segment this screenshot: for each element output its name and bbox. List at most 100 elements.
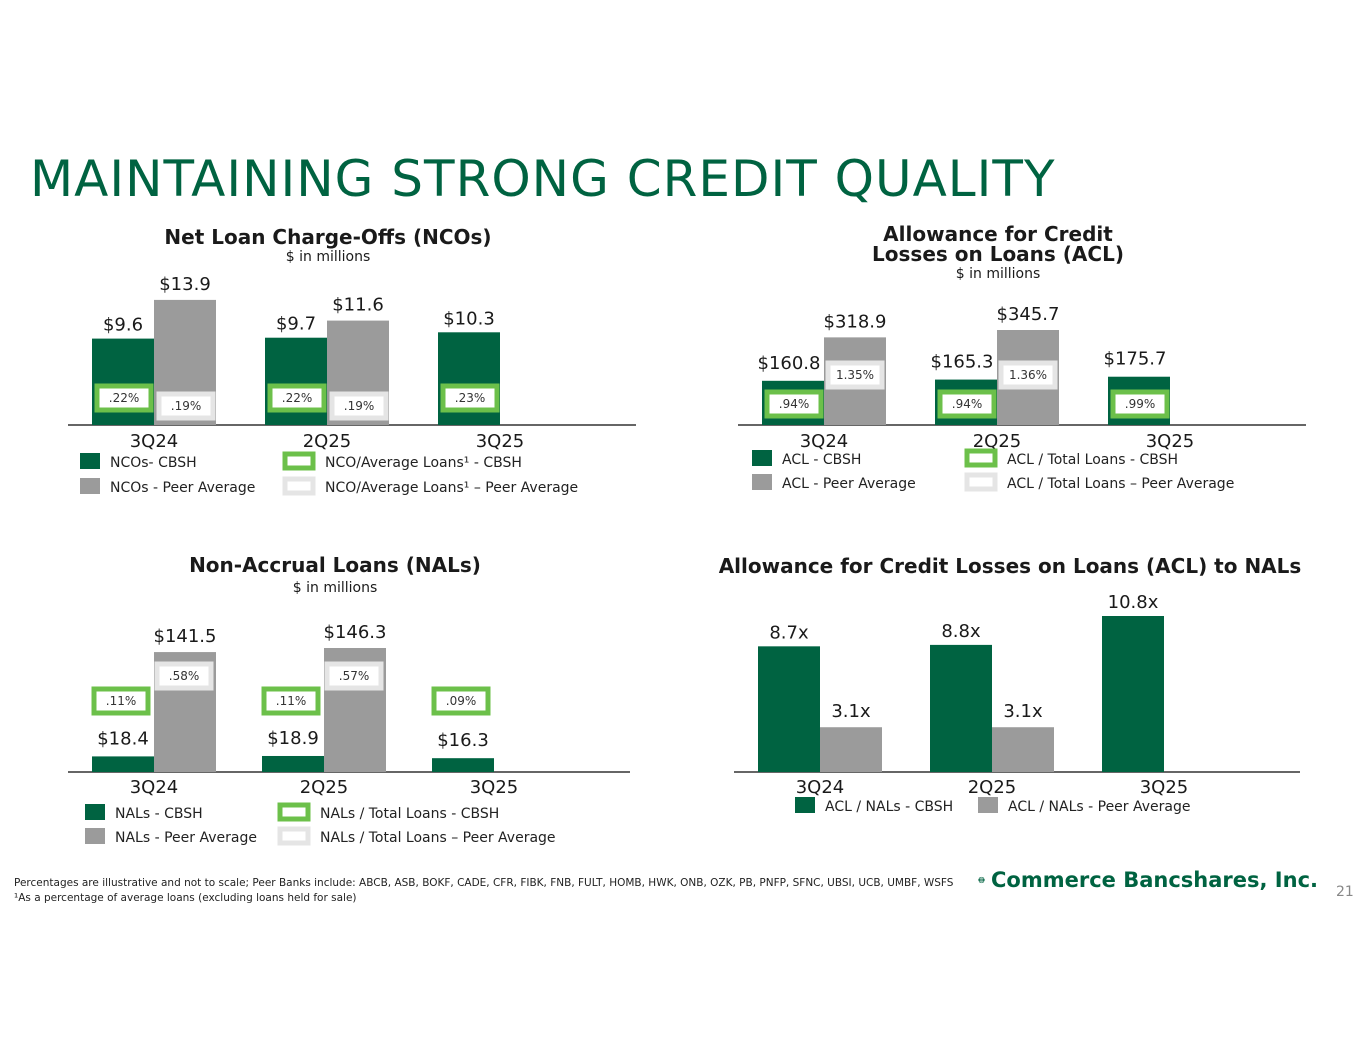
- company-logo: Commerce Bancshares, Inc.: [978, 860, 1318, 900]
- logo-text: Commerce Bancshares, Inc.: [991, 868, 1318, 892]
- pct-peer-3Q24-box: [156, 391, 216, 421]
- legend-label: NCO/Average Loans¹ – Peer Average: [325, 480, 578, 496]
- value-label-cbsh: 10.8x: [1108, 592, 1159, 613]
- value-label-peer: 3.1x: [831, 701, 871, 722]
- pct-cbsh-3Q25-box: [1110, 389, 1170, 419]
- pct-cbsh-3Q24-label: .11%: [106, 694, 137, 708]
- category-label-2Q25: 2Q25: [973, 431, 1022, 452]
- pct-peer-2Q25-label: .57%: [339, 669, 370, 683]
- pct-peer-2Q25-box: [998, 360, 1058, 390]
- legend-label: ACL / Total Loans - CBSH: [1007, 452, 1178, 468]
- chart-title: Net Loan Charge-Offs (NCOs): [164, 225, 491, 249]
- legend-label: NCOs - Peer Average: [110, 480, 255, 496]
- legend-swatch: [964, 472, 998, 492]
- value-label-peer: $318.9: [824, 311, 887, 332]
- value-label-cbsh: $9.7: [276, 314, 316, 335]
- value-label-peer: $146.3: [324, 622, 387, 643]
- pct-cbsh-2Q25-box: [937, 389, 997, 419]
- value-label-cbsh: $9.6: [103, 315, 143, 336]
- legend-swatch: [85, 828, 105, 844]
- legend-label: ACL - Peer Average: [782, 476, 916, 492]
- chart-title: Allowance for Credit Losses on Loans (AC…: [719, 554, 1302, 578]
- legend-swatch: [277, 826, 311, 846]
- chart-subtitle: $ in millions: [286, 249, 371, 265]
- legend-swatch: [752, 474, 772, 490]
- chart-subtitle: $ in millions: [293, 580, 378, 596]
- footnotes: Percentages are illustrative and not to …: [14, 876, 953, 906]
- legend-swatch: [964, 448, 998, 468]
- legend-label: ACL / NALs - CBSH: [825, 799, 953, 815]
- value-label-cbsh: 8.7x: [769, 622, 809, 643]
- footnote-average-loans: ¹As a percentage of average loans (exclu…: [14, 892, 357, 904]
- value-label-cbsh: $10.3: [443, 308, 495, 329]
- legend-label: NALs / Total Loans – Peer Average: [320, 830, 556, 846]
- pct-peer-3Q24-label: .58%: [169, 669, 200, 683]
- value-label-cbsh: $165.3: [931, 352, 994, 373]
- category-label-3Q25: 3Q25: [476, 431, 525, 452]
- legend-label: NCO/Average Loans¹ - CBSH: [325, 455, 522, 471]
- nal-chart: Non-Accrual Loans (NALs) $ in millions $18…: [68, 553, 630, 846]
- pct-cbsh-3Q25-label: .99%: [1125, 397, 1156, 411]
- pct-cbsh-3Q24-label: .22%: [109, 391, 140, 405]
- legend-swatch: [282, 451, 316, 471]
- pct-cbsh-2Q25-box: [261, 686, 321, 716]
- chart-subtitle: $ in millions: [956, 266, 1041, 282]
- legend-swatch: [277, 802, 311, 822]
- pct-peer-2Q25-box: [324, 661, 384, 691]
- bar-cbsh-2Q25: [262, 755, 324, 772]
- legend-label: NALs - Peer Average: [115, 830, 257, 846]
- pct-cbsh-3Q24-box: [764, 389, 824, 419]
- bar-cbsh-3Q25: [1102, 616, 1164, 772]
- chart-title: Losses on Loans (ACL): [872, 242, 1124, 266]
- category-label-3Q24: 3Q24: [796, 777, 845, 798]
- pct-peer-2Q25-label: 1.36%: [1009, 368, 1047, 382]
- legend-swatch: [752, 450, 772, 466]
- pct-peer-2Q25-box: [329, 391, 389, 421]
- pct-cbsh-3Q25-label: .23%: [455, 391, 486, 405]
- page-number: 21: [1336, 884, 1354, 900]
- legend-swatch: [795, 797, 815, 813]
- value-label-cbsh: $160.8: [758, 353, 821, 374]
- bar-cbsh-3Q24: [758, 646, 820, 772]
- category-label-3Q25: 3Q25: [1140, 777, 1189, 798]
- legend-swatch: [85, 804, 105, 820]
- legend-swatch: [80, 478, 100, 494]
- value-label-peer: 3.1x: [1003, 701, 1043, 722]
- pct-cbsh-3Q25-label: .09%: [446, 694, 477, 708]
- value-label-peer: $13.9: [159, 274, 211, 295]
- category-label-2Q25: 2Q25: [968, 777, 1017, 798]
- category-label-3Q24: 3Q24: [800, 431, 849, 452]
- legend-swatch: [282, 476, 316, 496]
- nco-chart: Net Loan Charge-Offs (NCOs)$ in millions…: [68, 225, 636, 496]
- legend-label: ACL / NALs - Peer Average: [1008, 799, 1191, 815]
- bar-peer-3Q24: [820, 727, 882, 772]
- value-label-cbsh: 8.8x: [941, 621, 981, 642]
- bar-peer-2Q25: [992, 727, 1054, 772]
- pct-peer-3Q24-label: .19%: [171, 399, 202, 413]
- pct-peer-2Q25-label: .19%: [344, 399, 375, 413]
- category-label-3Q25: 3Q25: [470, 777, 519, 798]
- pct-peer-3Q24-box: [154, 661, 214, 691]
- value-label-peer: $345.7: [997, 304, 1060, 325]
- chart-title: Non-Accrual Loans (NALs): [189, 553, 481, 577]
- bar-cbsh-2Q25: [930, 644, 992, 772]
- pct-cbsh-3Q25-box: [440, 383, 500, 413]
- category-label-3Q24: 3Q24: [130, 431, 179, 452]
- pct-cbsh-2Q25-label: .22%: [282, 391, 313, 405]
- chart-title: Allowance for Credit: [883, 222, 1113, 246]
- legend-swatch: [80, 453, 100, 469]
- category-label-3Q25: 3Q25: [1146, 431, 1195, 452]
- bar-cbsh-3Q24: [92, 756, 154, 772]
- legend-label: NALs / Total Loans - CBSH: [320, 806, 499, 822]
- pct-cbsh-2Q25-box: [267, 383, 327, 413]
- legend-label: NALs - CBSH: [115, 806, 203, 822]
- globe-icon: [978, 876, 985, 884]
- pct-cbsh-3Q24-label: .94%: [779, 397, 810, 411]
- pct-cbsh-3Q25-box: [431, 686, 491, 716]
- legend-label: ACL / Total Loans – Peer Average: [1007, 476, 1234, 492]
- value-label-cbsh: $175.7: [1104, 349, 1167, 370]
- legend-label: NCOs- CBSH: [110, 455, 197, 471]
- value-label-cbsh: $18.9: [267, 728, 319, 749]
- value-label-peer: $141.5: [154, 626, 217, 647]
